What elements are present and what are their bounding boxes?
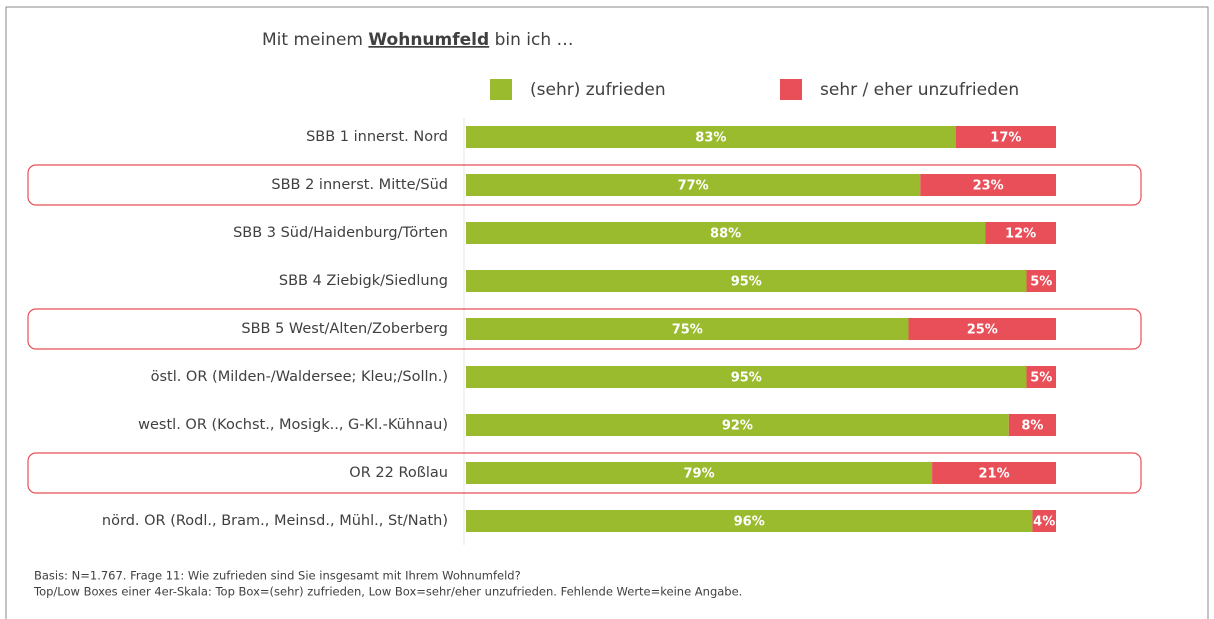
legend-label: (sehr) zufrieden xyxy=(530,80,666,100)
value-label: 12% xyxy=(1005,227,1036,242)
bar-segment xyxy=(985,222,1056,244)
bar-segment xyxy=(466,174,921,196)
value-label: 88% xyxy=(710,227,741,242)
category-label: SBB 3 Süd/Haidenburg/Törten xyxy=(233,225,448,241)
value-label: 92% xyxy=(722,419,753,434)
title-part: Mit meinem xyxy=(262,30,368,50)
footnote: Basis: N=1.767. Frage 11: Wie zufrieden … xyxy=(34,569,521,583)
value-label: 17% xyxy=(990,131,1021,146)
footnote: Top/Low Boxes einer 4er-Skala: Top Box=(… xyxy=(33,585,742,599)
bar-segment xyxy=(932,462,1056,484)
legend-swatch xyxy=(780,79,802,100)
category-label: SBB 1 innerst. Nord xyxy=(306,129,448,145)
title-emphasis: Wohnumfeld xyxy=(368,30,489,50)
bar-segment xyxy=(908,318,1056,340)
bar-segment xyxy=(466,270,1027,292)
bar-segment xyxy=(1026,366,1056,388)
bar-segment xyxy=(955,126,1056,148)
bar-segment xyxy=(466,318,909,340)
bar-segment xyxy=(466,366,1027,388)
bar-segment xyxy=(466,462,933,484)
value-label: 77% xyxy=(678,179,709,194)
value-label: 25% xyxy=(967,323,998,338)
value-label: 23% xyxy=(973,179,1004,194)
value-label: 5% xyxy=(1030,371,1052,386)
value-label: 5% xyxy=(1030,275,1052,290)
highlight-box xyxy=(27,164,1142,206)
chart-title: Mit meinem Wohnumfeld bin ich … xyxy=(262,30,574,50)
bar-segment xyxy=(1026,270,1056,292)
value-label: 95% xyxy=(731,275,762,290)
legend-label: sehr / eher unzufrieden xyxy=(820,80,1019,100)
value-label: 79% xyxy=(683,467,714,482)
title-part: bin ich … xyxy=(489,30,573,50)
category-label: SBB 5 West/Alten/Zoberberg xyxy=(241,321,448,337)
bar-segment xyxy=(466,126,956,148)
value-label: 21% xyxy=(978,467,1009,482)
value-label: 8% xyxy=(1021,419,1043,434)
category-label: nörd. OR (Rodl., Bram., Meinsd., Mühl., … xyxy=(102,513,448,529)
frame xyxy=(5,6,1209,619)
value-label: 75% xyxy=(672,323,703,338)
bar-segment xyxy=(466,414,1009,436)
bar-segment xyxy=(1032,510,1056,532)
highlight-box xyxy=(27,452,1142,494)
value-label: 83% xyxy=(695,131,726,146)
value-label: 96% xyxy=(734,515,765,530)
bar-segment xyxy=(1008,414,1056,436)
category-label: OR 22 Roßlau xyxy=(349,465,448,481)
legend-swatch xyxy=(490,79,512,100)
category-label: östl. OR (Milden-/Waldersee; Kleu;/Solln… xyxy=(151,369,448,385)
category-label: SBB 4 Ziebigk/Siedlung xyxy=(279,273,448,289)
value-label: 4% xyxy=(1033,515,1055,530)
value-label: 95% xyxy=(731,371,762,386)
bar-segment xyxy=(466,510,1033,532)
bar-segment xyxy=(466,222,986,244)
highlight-box xyxy=(27,308,1142,350)
category-label: SBB 2 innerst. Mitte/Süd xyxy=(271,177,448,193)
category-label: westl. OR (Kochst., Mosigk.., G-Kl.-Kühn… xyxy=(138,417,448,433)
bar-segment xyxy=(920,174,1056,196)
